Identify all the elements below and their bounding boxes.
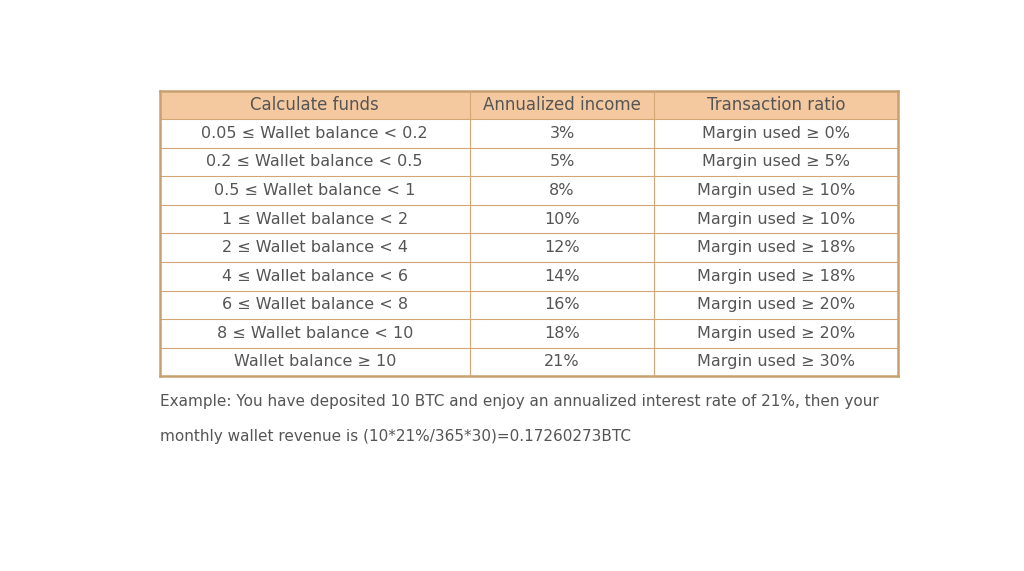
FancyBboxPatch shape [160,234,898,262]
Text: 12%: 12% [544,240,580,255]
Text: 1 ≤ Wallet balance < 2: 1 ≤ Wallet balance < 2 [221,212,408,227]
Text: Margin used ≥ 30%: Margin used ≥ 30% [697,355,855,369]
Text: Wallet balance ≥ 10: Wallet balance ≥ 10 [233,355,396,369]
Text: Margin used ≥ 18%: Margin used ≥ 18% [696,269,855,284]
Text: Margin used ≥ 10%: Margin used ≥ 10% [697,212,855,227]
Text: 5%: 5% [549,154,574,170]
FancyBboxPatch shape [160,90,898,119]
Text: Margin used ≥ 5%: Margin used ≥ 5% [702,154,850,170]
FancyBboxPatch shape [160,348,898,376]
FancyBboxPatch shape [160,119,898,148]
Text: 8 ≤ Wallet balance < 10: 8 ≤ Wallet balance < 10 [216,326,413,341]
Text: Margin used ≥ 0%: Margin used ≥ 0% [702,126,850,141]
Text: Transaction ratio: Transaction ratio [707,96,845,114]
Text: 10%: 10% [544,212,580,227]
Text: 8%: 8% [549,183,574,198]
Text: 6 ≤ Wallet balance < 8: 6 ≤ Wallet balance < 8 [221,297,408,312]
Text: 4 ≤ Wallet balance < 6: 4 ≤ Wallet balance < 6 [222,269,408,284]
Text: Margin used ≥ 10%: Margin used ≥ 10% [697,183,855,198]
FancyBboxPatch shape [160,291,898,319]
Text: Margin used ≥ 20%: Margin used ≥ 20% [697,297,855,312]
Text: 16%: 16% [544,297,580,312]
Text: Margin used ≥ 20%: Margin used ≥ 20% [697,326,855,341]
Text: 0.5 ≤ Wallet balance < 1: 0.5 ≤ Wallet balance < 1 [214,183,416,198]
Text: Annualized income: Annualized income [483,96,641,114]
FancyBboxPatch shape [160,262,898,291]
Text: 14%: 14% [544,269,580,284]
Text: 3%: 3% [549,126,574,141]
Text: Calculate funds: Calculate funds [250,96,379,114]
FancyBboxPatch shape [160,148,898,176]
Text: Example: You have deposited 10 BTC and enjoy an annualized interest rate of 21%,: Example: You have deposited 10 BTC and e… [160,394,879,409]
Text: 2 ≤ Wallet balance < 4: 2 ≤ Wallet balance < 4 [222,240,408,255]
Text: monthly wallet revenue is (10*21%/365*30)=0.17260273BTC: monthly wallet revenue is (10*21%/365*30… [160,429,631,444]
Text: 18%: 18% [544,326,580,341]
FancyBboxPatch shape [160,205,898,234]
Text: 21%: 21% [544,355,580,369]
Text: 0.2 ≤ Wallet balance < 0.5: 0.2 ≤ Wallet balance < 0.5 [207,154,423,170]
FancyBboxPatch shape [160,176,898,205]
Text: 0.05 ≤ Wallet balance < 0.2: 0.05 ≤ Wallet balance < 0.2 [202,126,428,141]
FancyBboxPatch shape [160,319,898,348]
Text: Margin used ≥ 18%: Margin used ≥ 18% [696,240,855,255]
